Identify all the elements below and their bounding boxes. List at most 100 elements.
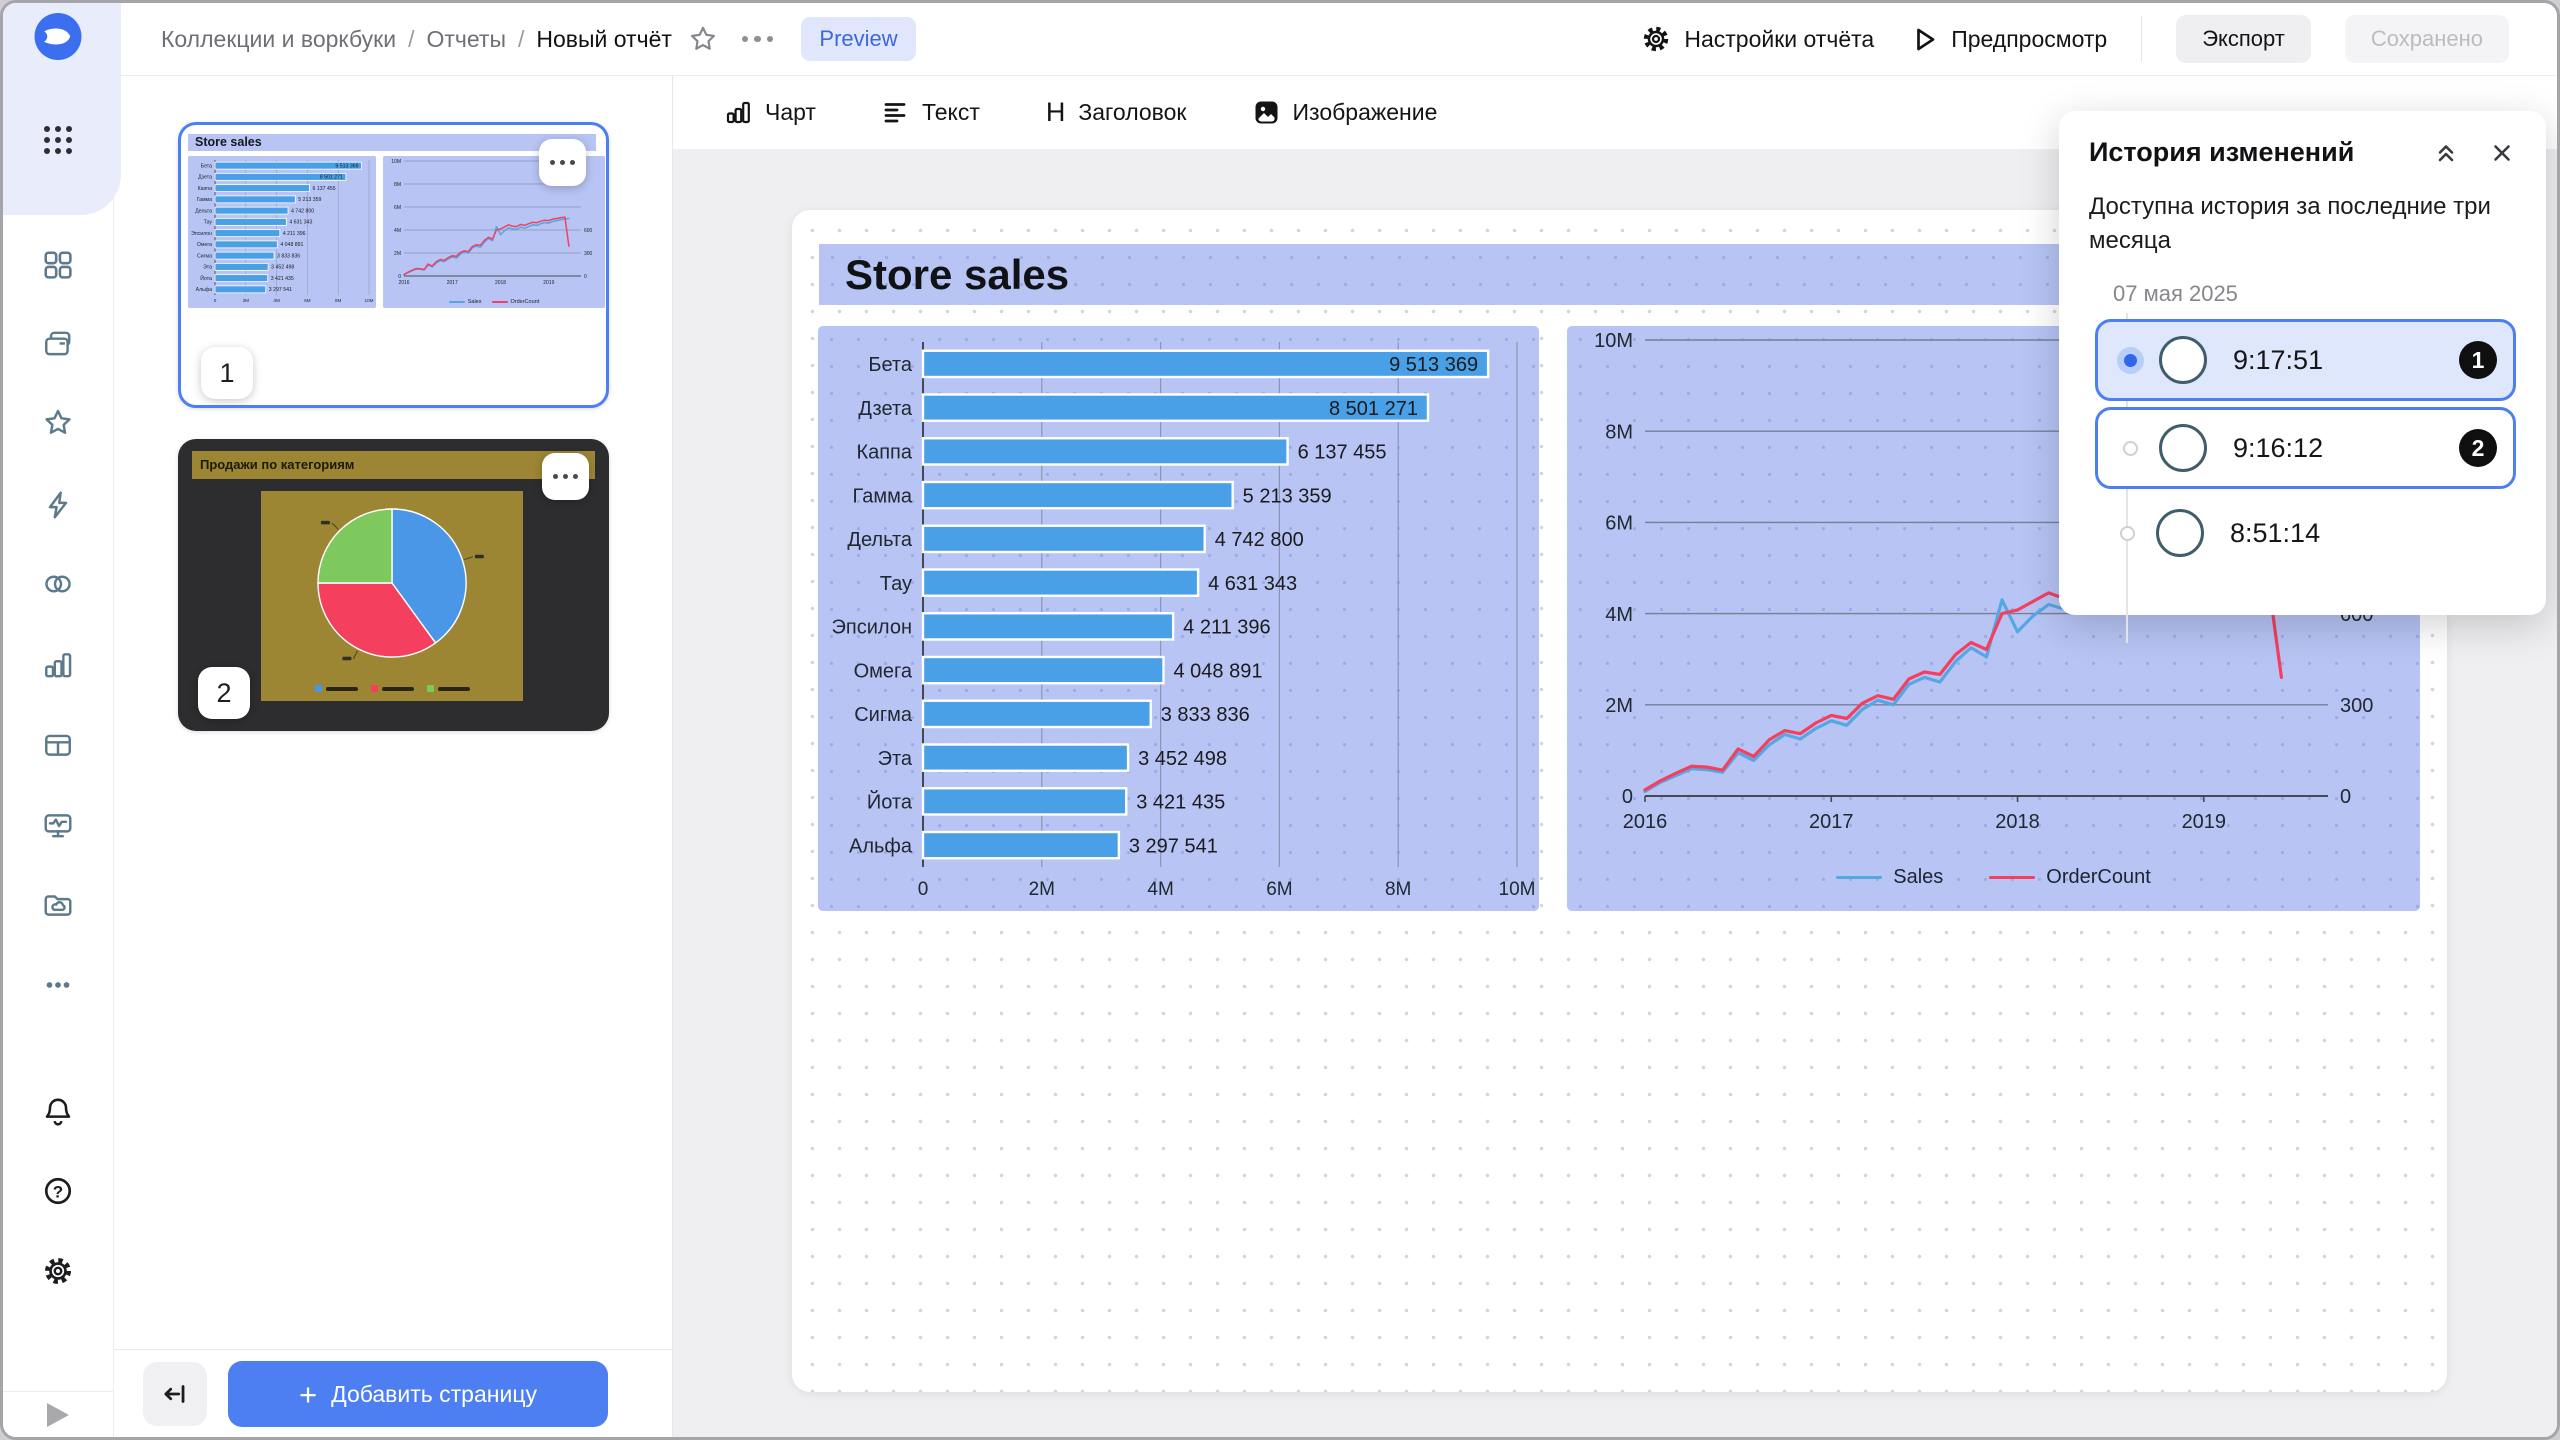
svg-text:Гамма: Гамма xyxy=(197,197,213,203)
svg-text:4M: 4M xyxy=(273,298,280,303)
more-menu-icon[interactable] xyxy=(741,35,774,43)
favorite-star-icon[interactable] xyxy=(688,24,718,54)
chart-icon xyxy=(726,101,750,124)
radio-icon[interactable] xyxy=(2115,440,2145,456)
svg-text:300: 300 xyxy=(584,251,593,257)
history-entry[interactable]: 9:16:12 2 xyxy=(2095,407,2516,490)
svg-text:Каппа: Каппа xyxy=(856,442,912,464)
svg-text:Эпсилон: Эпсилон xyxy=(191,231,212,237)
bar-chart-widget[interactable]: 0 2M 4M 6M 8M 10M Бета 9 513 369 Дзета 8 501 271 К… xyxy=(818,326,1539,911)
sidebar-item-connections-icon[interactable] xyxy=(42,489,74,521)
thumbnail-1-bar-chart: 0 2M 4M 6M 8M 10M Бета 9 513 369 Дзета 8 501 271 К… xyxy=(188,156,376,308)
avatar xyxy=(2156,509,2204,558)
svg-text:2016: 2016 xyxy=(1623,811,1668,833)
line-chart-legend: Sales OrderCount xyxy=(1567,866,2420,889)
svg-text:8 501 271: 8 501 271 xyxy=(1329,398,1418,420)
collapse-double-chevron-icon[interactable] xyxy=(2432,139,2460,167)
sidebar-item-monitoring-icon[interactable] xyxy=(42,809,74,841)
add-page-button[interactable]: + Добавить страницу xyxy=(228,1361,608,1427)
svg-text:Дельта: Дельта xyxy=(195,208,212,214)
topbar: Коллекции и воркбуки / Отчеты / Новый от… xyxy=(114,3,2557,76)
svg-text:3 297 541: 3 297 541 xyxy=(269,287,292,293)
svg-text:0: 0 xyxy=(398,274,401,280)
insert-heading-button[interactable]: H Заголовок xyxy=(1046,99,1187,126)
svg-text:2M: 2M xyxy=(394,251,401,257)
radio-icon[interactable] xyxy=(2112,525,2142,541)
sidebar-item-tables-icon[interactable] xyxy=(42,729,74,761)
insert-image-button[interactable]: Изображение xyxy=(1253,99,1438,126)
svg-text:Сигма: Сигма xyxy=(197,253,212,259)
history-availability-note: Доступна история за последние три месяца xyxy=(2089,193,2491,254)
sidebar-item-datasets-icon[interactable] xyxy=(42,568,74,600)
radio-selected-icon[interactable] xyxy=(2115,346,2145,374)
svg-text:5 213 359: 5 213 359 xyxy=(298,197,321,203)
page-thumbnail-1[interactable]: Store sales 0 2M 4M 6M 8M 10M Бета 9 513 369 Дзе… xyxy=(178,122,609,408)
collapse-pages-panel-button[interactable] xyxy=(143,1362,207,1426)
svg-text:8M: 8M xyxy=(1385,879,1411,900)
gear-icon xyxy=(1644,26,1669,52)
sidebar: ? xyxy=(3,3,121,1437)
svg-text:0: 0 xyxy=(2340,786,2351,808)
history-entry[interactable]: 8:51:14 xyxy=(2095,495,2516,571)
svg-text:0: 0 xyxy=(918,879,929,900)
svg-text:Гамма: Гамма xyxy=(853,485,913,507)
insert-text-label: Текст xyxy=(921,99,980,125)
svg-text:600: 600 xyxy=(584,228,593,234)
sidebar-item-dashboards-grid-icon[interactable] xyxy=(42,249,74,281)
svg-text:Эта: Эта xyxy=(878,748,913,770)
insert-text-button[interactable]: Текст xyxy=(882,99,980,126)
sidebar-item-favorites-icon[interactable] xyxy=(42,407,74,439)
preview-button-label: Предпросмотр xyxy=(1951,25,2108,52)
legend-ordercount: OrderCount xyxy=(1989,866,2151,889)
saved-button: Сохранено xyxy=(2344,15,2509,63)
svg-text:300: 300 xyxy=(2340,695,2373,717)
thumbnail-2-menu-icon[interactable] xyxy=(542,453,589,500)
svg-text:6 137 455: 6 137 455 xyxy=(1298,442,1387,464)
svg-text:10M: 10M xyxy=(1594,330,1633,352)
svg-text:Дзета: Дзета xyxy=(858,398,913,420)
sidebar-item-collections-icon[interactable] xyxy=(42,328,74,360)
thumbnail-2-pie-legend xyxy=(261,685,523,692)
sidebar-bottom xyxy=(3,1391,113,1437)
svg-text:4M: 4M xyxy=(1605,604,1633,626)
svg-text:Альфа: Альфа xyxy=(196,287,212,293)
arrow-left-to-line-icon xyxy=(164,1385,185,1403)
svg-text:4M: 4M xyxy=(394,228,401,234)
svg-text:Бета: Бета xyxy=(868,354,913,376)
export-button[interactable]: Экспорт xyxy=(2176,15,2311,63)
breadcrumb: Коллекции и воркбуки / Отчеты / Новый от… xyxy=(161,26,672,53)
svg-text:2M: 2M xyxy=(1605,695,1633,717)
insert-image-label: Изображение xyxy=(1292,99,1438,125)
sidebar-item-charts-icon[interactable] xyxy=(42,649,74,681)
settings-gear-icon[interactable] xyxy=(42,1255,74,1287)
close-icon[interactable] xyxy=(2488,139,2516,167)
breadcrumb-reports[interactable]: Отчеты xyxy=(426,25,506,52)
sidebar-item-cloud-folder-icon[interactable] xyxy=(42,889,74,921)
datalens-logo-icon[interactable] xyxy=(34,13,82,60)
breadcrumb-separator: / xyxy=(517,25,525,52)
thumbnail-2-pie-chart xyxy=(261,491,523,701)
thumbnail-1-menu-icon[interactable] xyxy=(539,139,586,186)
page-number-badge: 1 xyxy=(201,347,253,399)
version-number-badge: 2 xyxy=(2459,429,2497,468)
topbar-divider xyxy=(2141,16,2143,62)
svg-text:Омега: Омега xyxy=(197,242,212,248)
insert-heading-label: Заголовок xyxy=(1078,99,1187,125)
insert-chart-button[interactable]: Чарт xyxy=(725,99,816,126)
sidebar-expand-icon[interactable] xyxy=(47,1402,69,1427)
page-thumbnail-2[interactable]: Продажи по категориям 2 xyxy=(178,439,609,731)
history-entry-time: 8:51:14 xyxy=(2230,517,2321,548)
svg-text:10M: 10M xyxy=(391,159,401,165)
notifications-bell-icon[interactable] xyxy=(42,1095,74,1127)
apps-grid-icon[interactable] xyxy=(42,124,74,156)
breadcrumb-collections[interactable]: Коллекции и воркбуки xyxy=(161,25,397,52)
report-settings-button[interactable]: Настройки отчёта xyxy=(1641,24,1874,54)
svg-text:Сигма: Сигма xyxy=(854,704,913,726)
help-icon[interactable]: ? xyxy=(42,1175,74,1207)
svg-text:Тау: Тау xyxy=(880,573,912,595)
svg-text:0: 0 xyxy=(584,274,587,280)
sidebar-item-more-icon[interactable] xyxy=(42,969,74,1001)
preview-button[interactable]: Предпросмотр xyxy=(1908,24,2107,54)
svg-text:4M: 4M xyxy=(1147,879,1173,900)
history-entry[interactable]: 9:17:51 1 xyxy=(2095,319,2516,402)
